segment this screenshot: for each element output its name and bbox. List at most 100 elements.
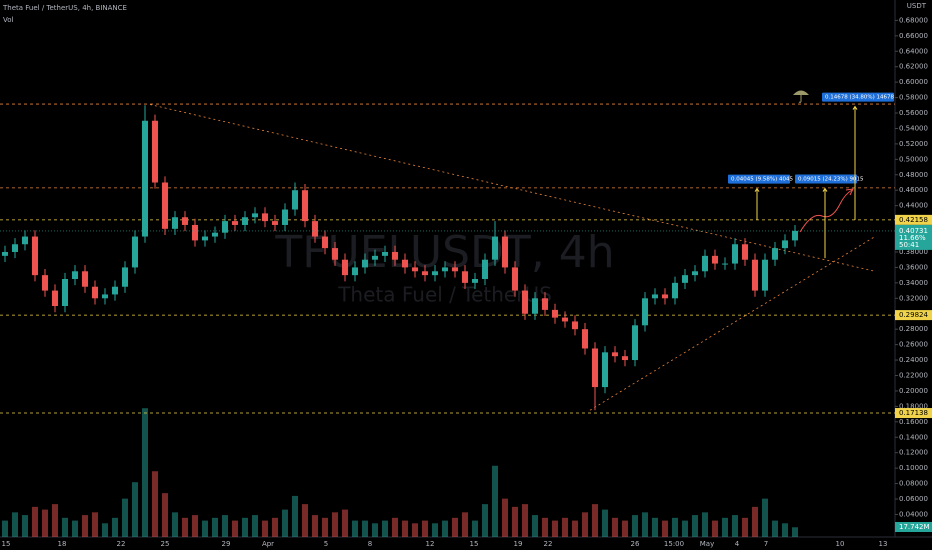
trend-line bbox=[149, 104, 876, 272]
candle-body bbox=[552, 309, 558, 318]
level-label: 0.29824 bbox=[899, 311, 928, 319]
y-tick-label: 0.46000 bbox=[899, 186, 928, 194]
candle-body bbox=[272, 221, 278, 225]
volume-bar bbox=[282, 509, 288, 537]
candle-body bbox=[562, 317, 568, 322]
volume-bar bbox=[182, 517, 188, 537]
watermark-subtitle: Theta Fuel / TetherUS bbox=[337, 283, 552, 307]
candle-body bbox=[772, 248, 778, 260]
volume-bar bbox=[22, 515, 28, 537]
volume-bar bbox=[782, 523, 788, 537]
volume-bar bbox=[522, 504, 528, 537]
y-tick-label: 0.26000 bbox=[899, 341, 928, 349]
candle-body bbox=[22, 236, 28, 245]
candle-body bbox=[222, 221, 228, 233]
change-label: 11.66% bbox=[899, 234, 926, 242]
measure-arrow bbox=[754, 187, 760, 192]
candle-body bbox=[432, 271, 438, 276]
candle-body bbox=[582, 329, 588, 349]
candle-body bbox=[32, 236, 38, 276]
volume-bar bbox=[322, 517, 328, 537]
volume-bar bbox=[772, 520, 778, 537]
measure-label: 0.04045 (9.58%) 4045 bbox=[731, 177, 794, 183]
candle-body bbox=[622, 356, 628, 361]
y-tick-label: 0.24000 bbox=[899, 356, 928, 364]
volume-bar bbox=[372, 523, 378, 537]
candle-body bbox=[342, 259, 348, 276]
x-tick-label: May bbox=[700, 540, 714, 548]
candle-body bbox=[592, 348, 598, 388]
volume-bar bbox=[702, 512, 708, 537]
y-axis-label: USDT bbox=[907, 2, 927, 10]
candle-body bbox=[792, 230, 798, 241]
y-tick-label: 0.22000 bbox=[899, 371, 928, 379]
y-tick-label: 0.18000 bbox=[899, 402, 928, 410]
volume-bar bbox=[462, 512, 468, 537]
y-tick-label: 0.48000 bbox=[899, 171, 928, 179]
umbrella-icon bbox=[793, 90, 809, 103]
measure-arrow bbox=[822, 187, 828, 192]
candle-body bbox=[492, 236, 498, 260]
y-tick-label: 0.68000 bbox=[899, 16, 928, 24]
volume-bar bbox=[172, 512, 178, 537]
x-tick-label: 13 bbox=[879, 540, 888, 548]
candle-body bbox=[312, 221, 318, 237]
x-tick-label: 15 bbox=[2, 540, 11, 548]
candle-body bbox=[452, 267, 458, 272]
measure-arrow bbox=[852, 105, 858, 110]
volume-bar bbox=[792, 527, 798, 537]
volume-bar bbox=[342, 509, 348, 537]
x-tick-label: 19 bbox=[514, 540, 523, 548]
volume-bar bbox=[402, 520, 408, 537]
volume-bar bbox=[242, 517, 248, 537]
volume-bar bbox=[762, 498, 768, 537]
candle-body bbox=[112, 286, 118, 295]
y-tick-label: 0.54000 bbox=[899, 124, 928, 132]
candle-body bbox=[612, 352, 618, 357]
candle-body bbox=[412, 267, 418, 272]
candle-body bbox=[302, 190, 308, 222]
candle-body bbox=[522, 290, 528, 314]
volume-bar bbox=[312, 515, 318, 537]
candle-body bbox=[442, 267, 448, 272]
volume-label: 17.742M bbox=[899, 523, 930, 531]
volume-bar bbox=[622, 520, 628, 537]
measure-box bbox=[728, 174, 790, 184]
y-tick-label: 0.56000 bbox=[899, 109, 928, 117]
candle-body bbox=[602, 352, 608, 388]
volume-bar bbox=[202, 520, 208, 537]
chart-title: Theta Fuel / TetherUS, 4h, BINANCE bbox=[2, 4, 127, 12]
candle-body bbox=[392, 251, 398, 260]
volume-bar bbox=[472, 520, 478, 537]
volume-bar bbox=[612, 517, 618, 537]
volume-bar bbox=[502, 498, 508, 537]
candle-body bbox=[422, 271, 428, 276]
volume-name: Vol bbox=[3, 16, 14, 24]
volume-bar bbox=[712, 520, 718, 537]
x-tick-label: 10 bbox=[836, 540, 845, 548]
volume-bar bbox=[662, 520, 668, 537]
volume-bar bbox=[162, 493, 168, 537]
candle-body bbox=[62, 278, 68, 307]
volume-tag bbox=[895, 522, 932, 532]
volume-bar bbox=[82, 515, 88, 537]
level-tag bbox=[895, 310, 932, 321]
volume-bar bbox=[222, 515, 228, 537]
candle-body bbox=[542, 298, 548, 310]
volume-bar bbox=[92, 512, 98, 537]
candle-body bbox=[372, 255, 378, 260]
candle-body bbox=[652, 294, 658, 299]
y-tick-label: 0.36000 bbox=[899, 263, 928, 271]
volume-bar bbox=[102, 523, 108, 537]
volume-bar bbox=[632, 515, 638, 537]
candle-body bbox=[152, 120, 158, 183]
candle-body bbox=[662, 294, 668, 299]
volume-bar bbox=[62, 517, 68, 537]
volume-bar bbox=[192, 515, 198, 537]
volume-bar bbox=[2, 520, 8, 537]
volume-bar bbox=[272, 517, 278, 537]
volume-bar bbox=[292, 495, 298, 537]
x-tick-label: 5 bbox=[324, 540, 328, 548]
y-tick-label: 0.14000 bbox=[899, 433, 928, 441]
